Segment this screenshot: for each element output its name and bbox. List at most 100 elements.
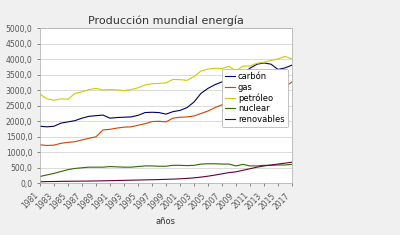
renovables (255, 166, 260, 168)
nuclear (136, 165, 140, 168)
nuclear (276, 164, 280, 166)
petróleo (199, 70, 204, 72)
nuclear (213, 162, 218, 165)
gas (80, 138, 84, 141)
nuclear (290, 163, 294, 166)
gas (150, 120, 154, 123)
renovables (248, 167, 252, 170)
renovables (87, 180, 92, 182)
gas (283, 86, 288, 89)
petróleo (234, 70, 238, 72)
carbón (269, 63, 274, 66)
petróleo (283, 55, 288, 58)
nuclear (129, 166, 134, 168)
petróleo (66, 98, 70, 101)
nuclear (150, 164, 154, 167)
carbón (178, 109, 182, 112)
renovables (136, 179, 140, 181)
renovables (122, 179, 126, 182)
carbón (206, 87, 210, 90)
gas (276, 86, 280, 89)
petróleo (164, 81, 168, 84)
Line: gas: gas (40, 82, 292, 145)
Line: petróleo: petróleo (40, 56, 292, 100)
nuclear (234, 164, 238, 167)
nuclear (115, 165, 120, 168)
gas (192, 115, 196, 118)
carbón (185, 106, 190, 109)
nuclear (283, 164, 288, 166)
gas (101, 129, 106, 131)
carbón (38, 125, 42, 128)
nuclear (59, 170, 64, 173)
nuclear (122, 166, 126, 168)
petróleo (73, 92, 78, 95)
petróleo (94, 87, 98, 90)
renovables (45, 180, 50, 183)
petróleo (213, 67, 218, 70)
nuclear (87, 166, 92, 168)
renovables (227, 171, 232, 174)
petróleo (115, 89, 120, 91)
renovables (185, 177, 190, 180)
gas (136, 124, 140, 127)
carbón (73, 119, 78, 122)
carbón (59, 122, 64, 125)
nuclear (45, 173, 50, 176)
nuclear (248, 164, 252, 167)
carbón (52, 125, 56, 128)
Legend: carbón, gas, petróleo, nuclear, renovables: carbón, gas, petróleo, nuclear, renovabl… (222, 69, 288, 127)
petróleo (269, 59, 274, 62)
petróleo (143, 84, 148, 86)
petróleo (150, 82, 154, 85)
gas (115, 127, 120, 129)
renovables (157, 178, 162, 181)
gas (290, 80, 294, 83)
nuclear (255, 164, 260, 167)
gas (213, 106, 218, 109)
nuclear (199, 163, 204, 165)
carbón (94, 114, 98, 117)
gas (122, 126, 126, 129)
carbón (143, 111, 148, 114)
petróleo (122, 89, 126, 92)
carbón (129, 116, 134, 118)
nuclear (171, 164, 176, 167)
renovables (192, 176, 196, 179)
petróleo (290, 58, 294, 60)
Line: carbón: carbón (40, 63, 292, 127)
renovables (269, 164, 274, 166)
carbón (164, 113, 168, 116)
gas (262, 89, 266, 92)
carbón (171, 110, 176, 113)
petróleo (108, 88, 112, 91)
petróleo (87, 88, 92, 91)
gas (241, 97, 246, 100)
petróleo (192, 75, 196, 78)
gas (220, 103, 224, 106)
nuclear (192, 164, 196, 167)
nuclear (206, 162, 210, 165)
carbón (66, 121, 70, 123)
renovables (143, 178, 148, 181)
nuclear (241, 163, 246, 166)
carbón (276, 68, 280, 71)
carbón (283, 67, 288, 69)
gas (185, 116, 190, 118)
carbón (241, 72, 246, 75)
gas (59, 142, 64, 145)
X-axis label: años: años (156, 217, 176, 226)
renovables (199, 176, 204, 179)
carbón (199, 92, 204, 95)
petróleo (241, 65, 246, 67)
carbón (115, 116, 120, 119)
gas (248, 94, 252, 97)
gas (87, 137, 92, 140)
renovables (66, 180, 70, 183)
nuclear (157, 165, 162, 168)
renovables (206, 175, 210, 178)
renovables (101, 179, 106, 182)
carbón (157, 111, 162, 114)
petróleo (248, 65, 252, 67)
nuclear (66, 168, 70, 171)
